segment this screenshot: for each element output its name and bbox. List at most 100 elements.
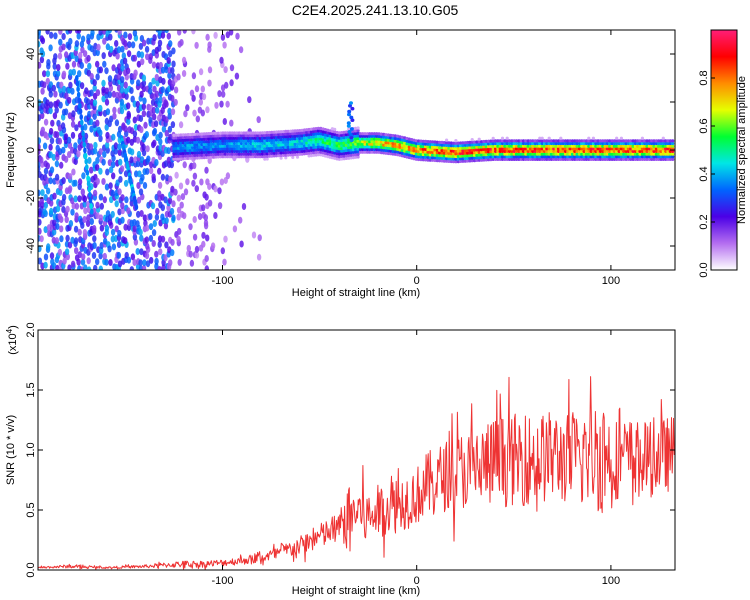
spectrogram-ridge-cell xyxy=(202,134,206,139)
spectrogram-ridge-cell xyxy=(510,149,514,153)
spectrogram-ridge-cell xyxy=(265,138,269,143)
spectrogram-ridge-cell xyxy=(270,151,274,155)
spectrogram-ridge-cell xyxy=(281,151,286,155)
spectrogram-ridge-cell xyxy=(216,136,220,141)
spectrogram-ridge-cell xyxy=(212,152,216,157)
spectrogram-ridge-cell xyxy=(517,147,521,151)
spectrogram-cell xyxy=(152,127,158,135)
spectrogram-cell xyxy=(95,201,100,209)
spectrogram-ridge-cell xyxy=(454,144,458,148)
spectrogram-ridge-cell xyxy=(456,149,460,153)
spectrogram-ridge-cell xyxy=(475,158,479,162)
spectrogram-ridge-cell xyxy=(198,153,202,157)
spectrogram-ridge-cell xyxy=(661,155,665,159)
spectrogram-ridge-cell xyxy=(358,132,362,136)
spectrogram-cell xyxy=(224,81,229,89)
spectrogram-cell xyxy=(61,70,67,78)
spectrogram-ridge-cell xyxy=(491,147,495,151)
spectrogram-ridge-cell xyxy=(517,139,521,143)
spectrogram-cell xyxy=(57,52,63,60)
spectrogram-ridge-cell xyxy=(431,153,435,157)
spectrogram-cell xyxy=(74,202,80,210)
spectrogram-cell xyxy=(164,241,169,249)
spectrogram-ridge-cell xyxy=(652,149,656,153)
spectrogram-cell xyxy=(148,213,153,220)
spectrogram-ridge-cell xyxy=(237,136,241,140)
spectrogram-ridge-cell xyxy=(244,155,248,159)
spectrogram-cell xyxy=(95,177,100,185)
spectrogram-ridge-cell xyxy=(212,147,216,151)
spectrogram-cell xyxy=(142,214,148,222)
spectrogram-ridge-cell xyxy=(316,139,320,144)
spectrogram-ridge-cell xyxy=(589,157,593,161)
spectrogram-ridge-cell xyxy=(242,147,246,151)
spectrogram-ridge-cell xyxy=(489,139,493,143)
spectrogram-cell xyxy=(126,224,132,231)
spectrogram-cell xyxy=(161,125,167,133)
spectrogram-ridge-cell xyxy=(524,147,528,151)
spectrogram-ridge-cell xyxy=(202,150,206,154)
spectrogram-ridge-cell xyxy=(484,155,488,159)
spectrogram-ridge-cell xyxy=(263,139,267,143)
spectrogram-cell xyxy=(204,255,209,262)
spectrogram-ridge-cell xyxy=(473,148,477,152)
spectrogram-cell xyxy=(129,266,134,270)
spectrogram-ridge-cell xyxy=(484,147,488,151)
spectrogram-ridge-cell xyxy=(421,158,425,162)
spectrogram-ridge-cell xyxy=(202,142,206,146)
spectrogram-ridge-cell xyxy=(545,147,549,151)
spectrogram-ridge-cell xyxy=(566,141,570,146)
spectrogram-ridge-cell xyxy=(230,139,234,143)
spectrogram-ridge-cell xyxy=(384,146,388,150)
spectrogram-ridge-cell xyxy=(216,139,220,143)
spectrogram-ridge-cell xyxy=(575,147,579,151)
spectrogram-ridge-cell xyxy=(244,139,248,143)
spectrogram-ridge-cell xyxy=(277,130,281,134)
spectrogram-ridge-cell xyxy=(288,148,293,152)
spectrogram-ridge-cell xyxy=(507,155,512,159)
spectrogram-ridge-cell xyxy=(414,157,418,161)
spectrogram-cell xyxy=(66,136,72,144)
spectrogram-ridge-cell xyxy=(559,141,563,146)
spectrogram-ridge-cell xyxy=(647,149,652,153)
spectrogram-ridge-cell xyxy=(475,145,479,149)
spectrogram-ridge-cell xyxy=(647,144,652,148)
spectrogram-ridge-cell xyxy=(172,152,176,156)
spectrogram-ridge-cell xyxy=(365,145,369,149)
spectrogram-ridge-cell xyxy=(589,144,593,148)
spectrogram-ridge-cell xyxy=(293,153,297,157)
spectrogram-cell xyxy=(39,235,44,243)
spectrogram-cell xyxy=(163,254,168,262)
spectrogram-ridge-cell xyxy=(368,137,372,141)
spectrogram-ridge-cell xyxy=(480,153,484,157)
spectrogram-ridge-cell xyxy=(563,152,568,156)
colorbar-tick-label: 0.8 xyxy=(698,70,710,85)
spectrogram-cell xyxy=(188,223,193,231)
spectrogram-ridge-cell xyxy=(477,156,481,160)
spectrogram-cell xyxy=(52,62,57,70)
spectrogram-ridge-cell xyxy=(419,144,423,148)
spectrogram-ridge-cell xyxy=(615,149,619,153)
spectrogram-cell xyxy=(235,32,240,40)
spectrogram-cell xyxy=(139,234,144,242)
spectrogram-ridge-cell xyxy=(193,140,197,144)
spectrogram-cell xyxy=(102,60,107,68)
spectrogram-ridge-cell xyxy=(225,141,230,146)
spectrogram-cell xyxy=(108,166,114,174)
spectrogram-spike xyxy=(349,135,354,140)
spectrogram-ridge-cell xyxy=(177,136,181,140)
spectrogram-cell xyxy=(102,150,107,158)
spectrogram-ridge-cell xyxy=(657,157,661,161)
spectrogram-ridge-cell xyxy=(484,153,488,157)
spectrogram-ridge-cell xyxy=(323,141,327,145)
spectrogram-ridge-cell xyxy=(291,132,295,136)
spectrogram-cell xyxy=(213,31,218,39)
spectrogram-ridge-cell xyxy=(209,134,213,138)
spectrogram-ridge-cell xyxy=(186,141,190,145)
spectrogram-ridge-cell xyxy=(431,148,435,152)
spectrogram-ridge-cell xyxy=(251,136,255,140)
spectrogram-ridge-cell xyxy=(323,154,327,158)
spectrogram-ridge-cell xyxy=(375,147,379,152)
spectrogram-ridge-cell xyxy=(545,152,549,156)
